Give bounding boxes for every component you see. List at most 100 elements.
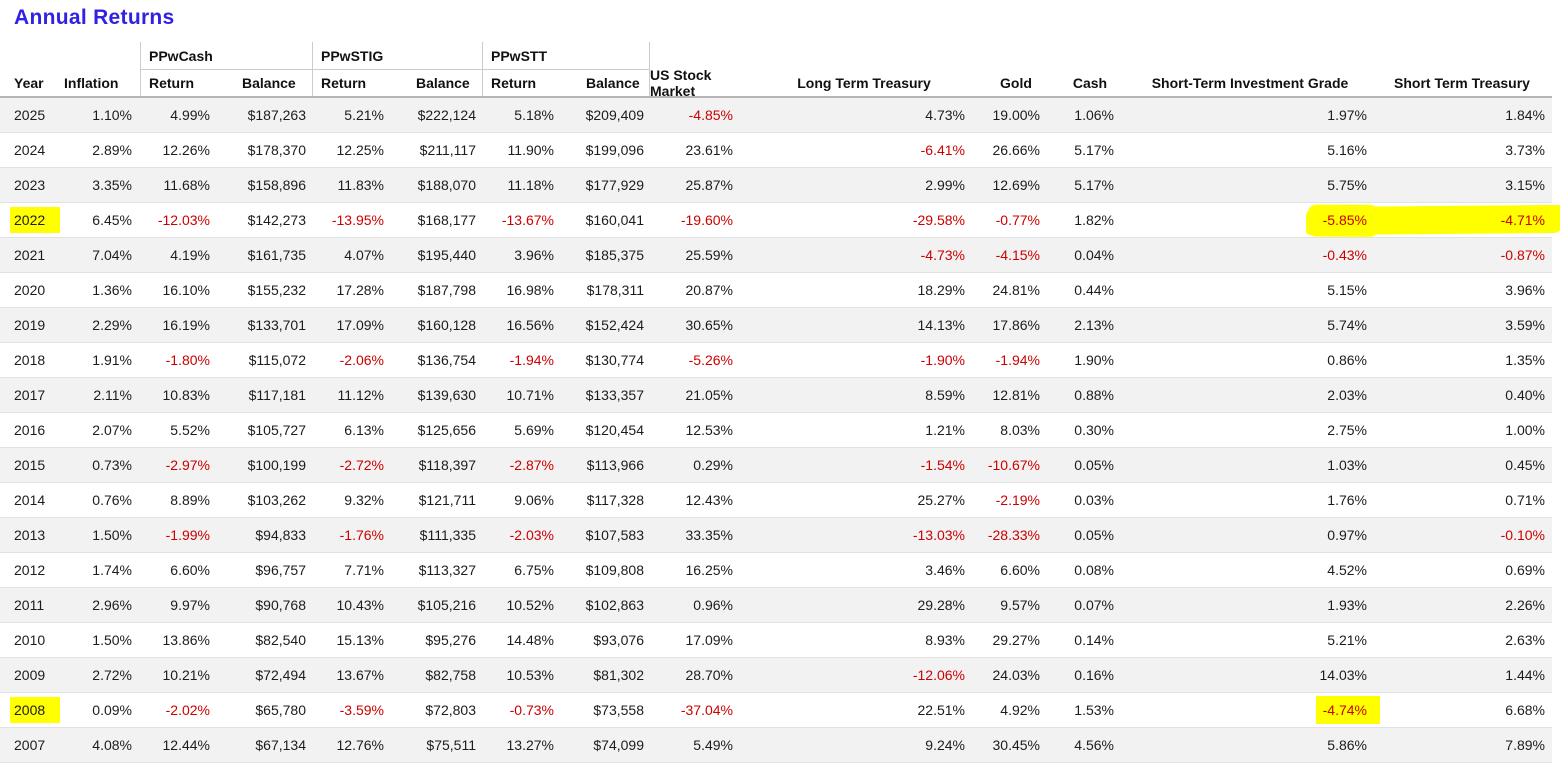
table-row: 2015 0.73% -2.97% $100,199 -2.72% $118,397 -2.… — [0, 448, 1552, 483]
cell-ppwstt-return: -2.87% — [509, 457, 554, 473]
table-row: 2017 2.11% 10.83% $117,181 11.12% $139,630 10.… — [0, 378, 1552, 413]
cell-ppwcash-balance: $105,727 — [247, 422, 306, 438]
col-header-cash: Cash — [1072, 75, 1108, 91]
cell-inflation: 7.04% — [92, 247, 132, 263]
cell-short-term-investment-grade: 5.75% — [1327, 177, 1367, 193]
cell-ppwstt-balance: $113,966 — [586, 457, 644, 473]
cell-short-term-treasury: 2.63% — [1505, 632, 1545, 648]
table-row: 2013 1.50% -1.99% $94,833 -1.76% $111,335 -2.0… — [0, 518, 1552, 553]
cell-long-term-treasury: 18.29% — [917, 282, 965, 298]
cell-ppwstt-return: 6.75% — [514, 562, 554, 578]
cell-us-stock-market: 16.25% — [685, 562, 733, 578]
cell-year: 2012 — [14, 562, 46, 578]
cell-ppwcash-return: 9.97% — [170, 597, 210, 613]
cell-short-term-treasury: 6.68% — [1505, 702, 1545, 718]
cell-short-term-treasury: -4.71% — [1500, 212, 1545, 228]
cell-inflation: 1.74% — [92, 562, 132, 578]
cell-gold: 8.03% — [1000, 422, 1040, 438]
cell-ppwstt-return: 16.56% — [506, 317, 554, 333]
cell-short-term-investment-grade: 1.76% — [1327, 492, 1367, 508]
cell-ppwcash-balance: $82,540 — [255, 632, 306, 648]
cell-short-term-investment-grade: 1.03% — [1327, 457, 1367, 473]
cell-year: 2024 — [14, 142, 46, 158]
cell-gold: -28.33% — [987, 527, 1040, 543]
cell-ppwcash-balance: $117,181 — [248, 387, 306, 403]
cell-ppwcash-balance: $65,780 — [255, 702, 306, 718]
cell-year: 2010 — [14, 632, 46, 648]
cell-ppwstt-return: -2.03% — [509, 527, 554, 543]
cell-ppwcash-balance: $178,370 — [247, 142, 306, 158]
cell-ppwstt-return: 10.53% — [506, 667, 554, 683]
col-header-ppwstig-balance: Balance — [416, 75, 470, 91]
cell-gold: -2.19% — [995, 492, 1040, 508]
cell-cash: 0.07% — [1074, 597, 1114, 613]
cell-ppwcash-balance: $103,262 — [247, 492, 306, 508]
cell-ppwstt-return: 3.96% — [514, 247, 554, 263]
cell-inflation: 4.08% — [92, 737, 132, 753]
cell-gold: 24.03% — [992, 667, 1040, 683]
cell-ppwstig-return: 17.09% — [336, 317, 384, 333]
cell-ppwstt-balance: $109,808 — [585, 562, 644, 578]
cell-inflation: 1.50% — [92, 527, 132, 543]
cell-short-term-investment-grade: 4.52% — [1327, 562, 1367, 578]
cell-ppwcash-balance: $161,735 — [247, 247, 306, 263]
cell-ppwstt-balance: $74,099 — [593, 737, 644, 753]
cell-us-stock-market: 25.87% — [685, 177, 733, 193]
cell-ppwstig-balance: $111,335 — [419, 527, 476, 543]
cell-gold: 29.27% — [992, 632, 1040, 648]
year-highlight: 2008 — [10, 697, 61, 723]
cell-ppwstig-return: 11.12% — [337, 387, 384, 403]
cell-ppwstig-balance: $136,754 — [417, 352, 476, 368]
cell-ppwstig-balance: $222,124 — [417, 107, 476, 123]
cell-cash: 0.44% — [1074, 282, 1114, 298]
table-row: 2016 2.07% 5.52% $105,727 6.13% $125,656 5.69%… — [0, 413, 1552, 448]
cell-ppwstt-balance: $73,558 — [593, 702, 644, 718]
col-header-short-term-treasury: Short Term Treasury — [1394, 75, 1530, 91]
cell-short-term-treasury: 0.45% — [1505, 457, 1545, 473]
cell-ppwstig-return: 15.13% — [336, 632, 384, 648]
col-header-inflation: Inflation — [64, 75, 119, 91]
cell-inflation: 1.50% — [92, 632, 132, 648]
cell-us-stock-market: 17.09% — [685, 632, 733, 648]
cell-us-stock-market: 28.70% — [685, 667, 733, 683]
cell-long-term-treasury: 29.28% — [917, 597, 965, 613]
cell-ppwcash-return: 12.44% — [162, 737, 210, 753]
group-header-ppwstt: PPwSTT — [482, 42, 650, 70]
cell-inflation: 2.11% — [93, 387, 132, 403]
cell-ppwstt-return: 9.06% — [514, 492, 554, 508]
cell-ppwcash-balance: $115,072 — [248, 352, 306, 368]
cell-long-term-treasury: -29.58% — [912, 212, 965, 228]
cell-us-stock-market: 25.59% — [685, 247, 733, 263]
cell-ppwcash-balance: $94,833 — [255, 527, 306, 543]
annual-returns-table: PPwCash PPwSTIG PPwSTT Year Inflation Return… — [0, 42, 1560, 763]
table-row: 2024 2.89% 12.26% $178,370 12.25% $211,117 11.… — [0, 133, 1552, 168]
table-row: 2010 1.50% 13.86% $82,540 15.13% $95,276 14.48… — [0, 623, 1552, 658]
cell-ppwstig-balance: $187,798 — [417, 282, 476, 298]
cell-ppwstt-balance: $209,409 — [585, 107, 644, 123]
table-header: PPwCash PPwSTIG PPwSTT Year Inflation Return… — [0, 42, 1552, 99]
cell-inflation: 2.89% — [92, 142, 132, 158]
cell-cash: 2.13% — [1074, 317, 1114, 333]
cell-ppwstig-balance: $195,440 — [417, 247, 476, 263]
cell-cash: 0.05% — [1074, 457, 1114, 473]
cell-short-term-treasury: 2.26% — [1505, 597, 1545, 613]
col-header-ppwcash-return: Return — [140, 70, 216, 96]
table-row: 2019 2.29% 16.19% $133,701 17.09% $160,128 16.… — [0, 308, 1552, 343]
cell-us-stock-market: 33.35% — [685, 527, 733, 543]
cell-ppwcash-balance: $96,757 — [255, 562, 306, 578]
cell-long-term-treasury: -12.06% — [912, 667, 965, 683]
cell-ppwstig-return: 12.25% — [336, 142, 384, 158]
cell-long-term-treasury: -13.03% — [912, 527, 965, 543]
cell-ppwstt-balance: $81,302 — [593, 667, 644, 683]
cell-us-stock-market: 12.43% — [685, 492, 733, 508]
cell-ppwcash-balance: $133,701 — [247, 317, 306, 333]
cell-ppwstig-balance: $125,656 — [417, 422, 476, 438]
cell-ppwcash-return: 11.68% — [163, 177, 210, 193]
cell-year: 2020 — [14, 282, 46, 298]
cell-ppwcash-balance: $67,134 — [255, 737, 306, 753]
cell-inflation: 6.45% — [92, 212, 132, 228]
cell-short-term-investment-grade: 1.93% — [1327, 597, 1367, 613]
cell-cash: 0.88% — [1074, 387, 1114, 403]
cell-short-term-investment-grade: 2.75% — [1327, 422, 1367, 438]
cell-year: 2019 — [14, 317, 46, 333]
